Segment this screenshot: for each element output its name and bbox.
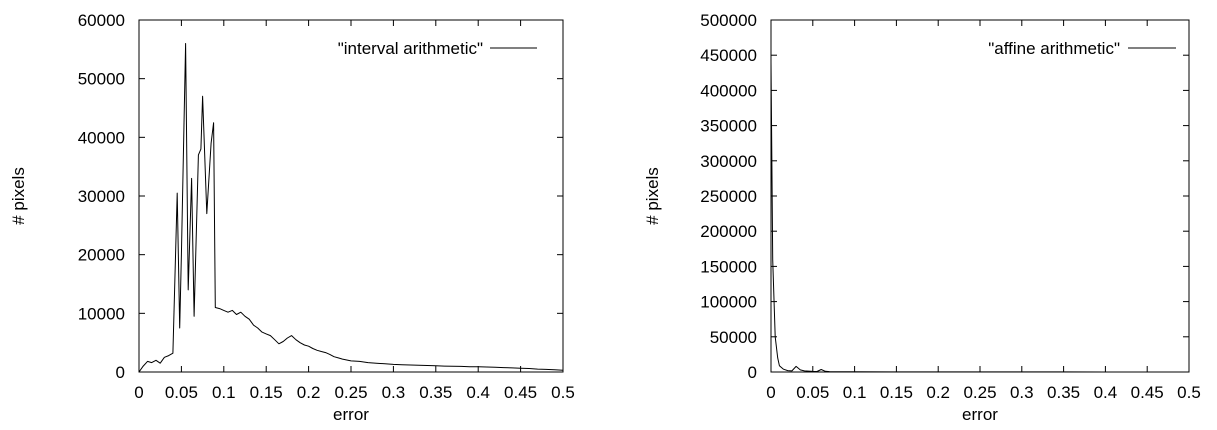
y-tick-label: 300000 bbox=[700, 152, 757, 171]
x-axis-label: error bbox=[962, 405, 998, 424]
x-tick-label: 0.45 bbox=[1131, 383, 1164, 402]
series-line bbox=[138, 43, 564, 373]
y-tick-label: 200000 bbox=[700, 222, 757, 241]
y-tick-label: 150000 bbox=[700, 257, 757, 276]
x-tick-label: 0.15 bbox=[250, 383, 283, 402]
x-tick-label: 0.25 bbox=[334, 383, 367, 402]
plot-frame bbox=[770, 19, 1190, 373]
x-tick-label: 0.4 bbox=[466, 383, 490, 402]
x-tick-label: 0.35 bbox=[1047, 383, 1080, 402]
legend-label: "affine arithmetic" bbox=[988, 39, 1120, 58]
x-tick-label: 0.35 bbox=[419, 383, 452, 402]
y-tick-label: 500000 bbox=[700, 11, 757, 30]
y-tick-label: 0 bbox=[748, 363, 757, 382]
x-tick-label: 0.1 bbox=[212, 383, 236, 402]
plot-frame bbox=[138, 19, 564, 373]
y-tick-label: 100000 bbox=[700, 293, 757, 312]
x-tick-label: 0.4 bbox=[1094, 383, 1118, 402]
x-tick-label: 0 bbox=[766, 383, 775, 402]
chart-panel-interval: 0 0.05 0.1 0.15 0.2 0.25 0.3 0.35 0.4 0.45 0.5 0 100… bbox=[9, 11, 575, 424]
y-tick-label: 40000 bbox=[78, 128, 125, 147]
y-tick-label: 450000 bbox=[700, 46, 757, 65]
x-tick-label: 0.2 bbox=[926, 383, 950, 402]
x-tick-label: 0.3 bbox=[1010, 383, 1034, 402]
x-tick-label: 0.15 bbox=[880, 383, 913, 402]
y-tick-label: 50000 bbox=[78, 70, 125, 89]
chart-panel-affine: 0 0.05 0.1 0.15 0.2 0.25 0.3 0.35 0.4 0.45 0.5 0 500… bbox=[643, 11, 1201, 424]
y-tick-label: 60000 bbox=[78, 11, 125, 30]
legend-label: "interval arithmetic" bbox=[338, 39, 483, 58]
x-tick-label: 0 bbox=[134, 383, 143, 402]
y-tick-label: 250000 bbox=[700, 187, 757, 206]
y-tick-label: 30000 bbox=[78, 187, 125, 206]
y-tick-label: 20000 bbox=[78, 246, 125, 265]
y-tick-label: 10000 bbox=[78, 304, 125, 323]
x-axis-label: error bbox=[333, 405, 369, 424]
x-tick-label: 0.45 bbox=[504, 383, 537, 402]
y-tick-label: 0 bbox=[116, 363, 125, 382]
x-tick-label: 0.25 bbox=[963, 383, 996, 402]
x-tick-label: 0.5 bbox=[1177, 383, 1201, 402]
y-tick-label: 400000 bbox=[700, 81, 757, 100]
series-line bbox=[770, 62, 1189, 373]
x-tick-label: 0.1 bbox=[843, 383, 867, 402]
x-tick-label: 0.05 bbox=[796, 383, 829, 402]
x-tick-label: 0.5 bbox=[551, 383, 575, 402]
y-axis-label: # pixels bbox=[9, 167, 28, 225]
y-tick-label: 50000 bbox=[710, 328, 757, 347]
x-tick-label: 0.2 bbox=[297, 383, 321, 402]
y-tick-label: 350000 bbox=[700, 117, 757, 136]
x-tick-label: 0.3 bbox=[382, 383, 406, 402]
y-axis-label: # pixels bbox=[643, 167, 662, 225]
x-tick-label: 0.05 bbox=[165, 383, 198, 402]
